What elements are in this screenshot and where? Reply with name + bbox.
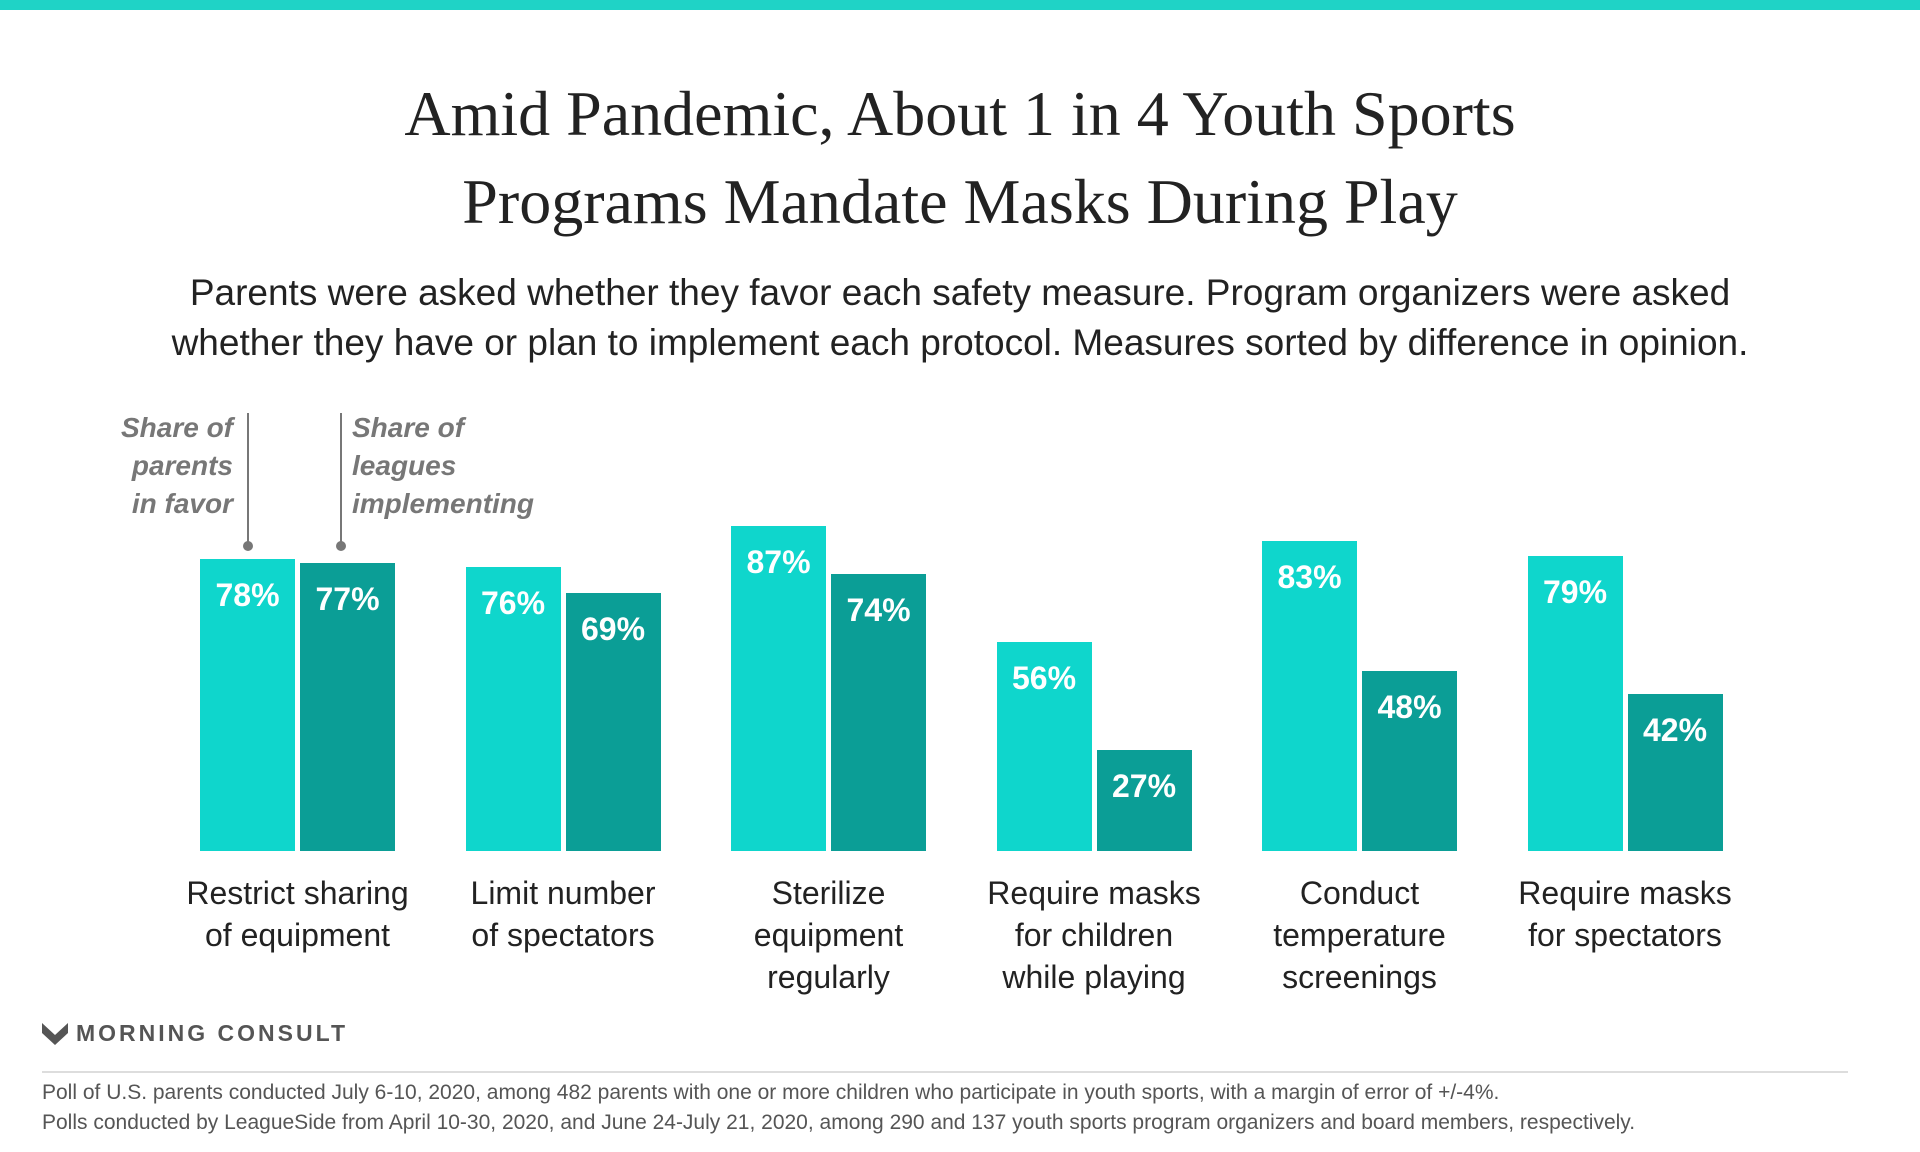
category-label-line: Require masks [1518,875,1732,911]
data-label: 69% [580,610,646,647]
data-label: 48% [1377,689,1442,726]
bar-parents [1527,555,1623,851]
bar-leagues [1362,671,1457,851]
data-label: 78% [215,577,280,614]
category-label-line: for children [1014,917,1174,953]
legend-parents-dot [243,541,253,551]
data-label: 77% [315,581,380,618]
chart-subtitle: Parents were asked whether they favor ea… [0,268,1920,368]
subtitle-line: whether they have or plan to implement e… [171,322,1749,363]
subtitle-line: Parents were asked whether they favor ea… [189,272,1731,313]
category-label-line: Conduct [1299,875,1420,911]
bar-parents [1262,540,1357,851]
legend-line: Share of [352,412,465,443]
bar-parents [731,525,826,851]
bar-leagues [1627,693,1723,851]
data-label: 27% [1111,768,1177,805]
top-accent-bar [0,0,1920,10]
bar-leagues [831,574,926,851]
category-label-line: Sterilize [771,875,886,911]
legend-line: leagues [352,450,457,481]
bar-leagues [300,563,395,851]
footer-note: Poll of U.S. parents conducted July 6-10… [42,1081,1500,1104]
bar-parents [996,641,1092,851]
category-label: Sterilize equipment regularly [699,872,959,998]
legend-line: in favor [131,488,233,519]
category-label-line: Limit number [470,875,656,911]
data-label: 56% [1011,659,1077,696]
footer-divider [42,1071,1848,1073]
legend-leagues-dot [336,541,346,551]
category-label-line: while playing [1002,959,1186,995]
category-label-line: temperature [1273,917,1446,953]
category-label: Require masks for spectators [1495,872,1755,956]
data-label: 79% [1542,573,1608,610]
legend-line: Share of [120,412,233,443]
category-label-line: for spectators [1528,917,1722,953]
bar-leagues [1096,750,1192,851]
data-label: 87% [746,543,811,580]
morning-consult-logo-icon [42,1022,68,1045]
bar-parents [465,566,561,851]
chart-title: Amid Pandemic, About 1 in 4 Youth Sports… [0,70,1920,246]
data-label: 83% [1277,558,1342,595]
legend-leagues-leader [340,413,342,546]
bar-parents [200,559,295,851]
category-label-line: regularly [767,959,890,995]
legend-leagues: Share of leagues implementing [352,409,534,523]
category-label: Require masks for children while playing [964,872,1224,998]
category-label: Conduct temperature screenings [1230,872,1490,998]
legend-line: parents [131,450,233,481]
category-label: Limit number of spectators [433,872,693,956]
legend-parents-leader [247,413,249,546]
data-label: 42% [1642,711,1708,748]
data-label: 76% [480,584,546,621]
data-label: 74% [846,592,911,629]
legend-line: implementing [352,488,535,519]
category-label-line: Restrict sharing [186,875,409,911]
category-label-line: Require masks [987,875,1201,911]
bar-leagues [565,592,661,851]
brand-logo: MORNING CONSULT [42,1020,348,1047]
legend-parents: Share of parents in favor [121,409,233,523]
category-label-line: of equipment [204,917,390,953]
footer-note: Polls conducted by LeagueSide from April… [42,1111,1636,1134]
category-label: Restrict sharing of equipment [168,872,428,956]
category-label-line: screenings [1282,959,1437,995]
category-label-line: equipment [753,917,904,953]
brand-name: MORNING CONSULT [76,1020,349,1046]
title-line: Programs Mandate Masks During Play [462,166,1458,237]
title-line: Amid Pandemic, About 1 in 4 Youth Sports [404,78,1516,149]
category-label-line: of spectators [471,917,655,953]
